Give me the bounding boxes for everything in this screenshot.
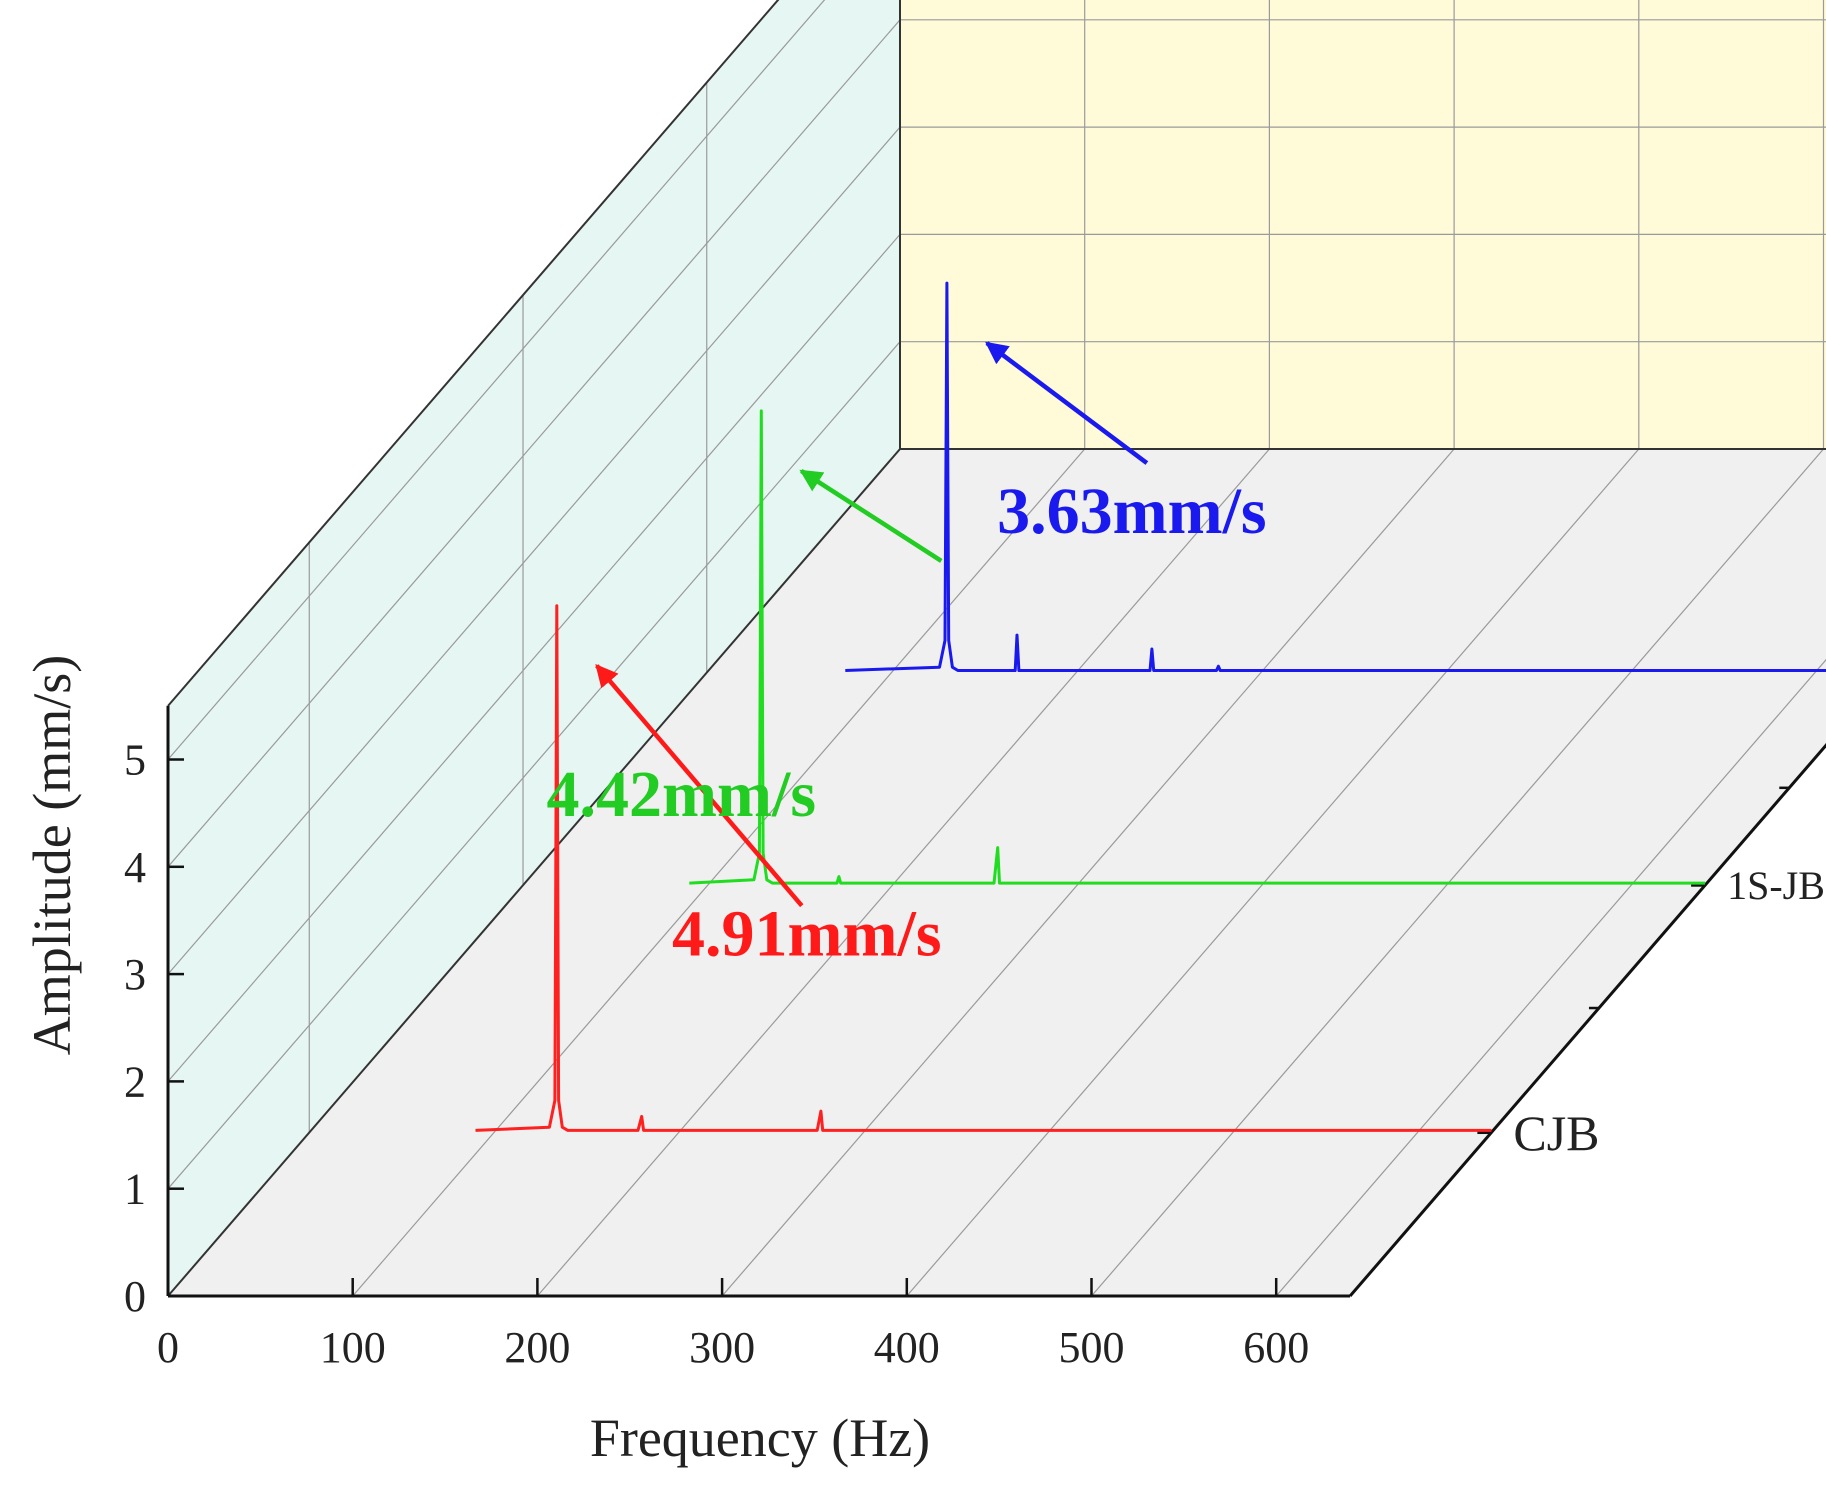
y-tick-label: 0 (124, 1272, 146, 1321)
pane-edge (167, 0, 780, 707)
annotation-arrow (799, 469, 943, 563)
chart-panes (168, 0, 1826, 1296)
wall-gridline (167, 234, 901, 1082)
chart-series (475, 281, 1826, 1132)
chart-axes (166, 0, 1826, 1298)
annotation-label: 4.42mm/s (547, 758, 816, 831)
chart-annotations: 4.91mm/s 4.42mm/s 3.63mm/s (547, 341, 1267, 971)
floor-gridline (906, 448, 1640, 1297)
x-tick-label: 300 (689, 1323, 755, 1372)
series-line-1s-jb (689, 409, 1706, 885)
series-line-3s-jb (845, 281, 1826, 672)
y-tick-label: 3 (124, 950, 146, 999)
wall-gridline (167, 126, 901, 975)
y-tick-label: 5 (124, 736, 146, 785)
annotation-label: 3.63mm/s (997, 475, 1266, 548)
floor-gridline (352, 448, 1086, 1297)
x-tick-label: 100 (320, 1323, 386, 1372)
annotation-label: 4.91mm/s (672, 898, 941, 971)
floor-pane (168, 449, 1826, 1296)
left-wall-pane (168, 0, 900, 1296)
series-line-cjb (475, 604, 1492, 1132)
depth-axis-line (1348, 743, 1826, 1297)
floor-gridline (1091, 448, 1824, 1297)
x-axis-title: Frequency (Hz) (590, 1408, 930, 1468)
x-tick-label: 400 (874, 1323, 940, 1372)
wall-gridline (167, 0, 826, 760)
series-label: 1S-JB (1727, 863, 1825, 908)
wall-gridline (167, 341, 901, 1190)
floor-gridline (1275, 658, 1826, 1297)
back-wall-pane (900, 0, 1826, 449)
y-axis-title: Amplitude (mm/s) (22, 655, 82, 1055)
y-tick-label: 1 (124, 1165, 146, 1214)
pane-edge (167, 448, 901, 1297)
annotation-arrow (985, 341, 1149, 465)
wall-gridline (167, 19, 901, 868)
x-tick-label: 0 (157, 1323, 179, 1372)
annotation-arrow (595, 663, 804, 908)
chart-grid (167, 0, 1826, 1297)
y-tick-label: 4 (124, 843, 146, 892)
series-label: CJB (1513, 1105, 1599, 1161)
x-tick-label: 600 (1243, 1323, 1309, 1372)
y-tick-label: 2 (124, 1057, 146, 1106)
x-tick-label: 500 (1059, 1323, 1125, 1372)
floor-gridline (536, 448, 1270, 1297)
x-tick-label: 200 (504, 1323, 570, 1372)
floor-gridline (721, 448, 1455, 1297)
